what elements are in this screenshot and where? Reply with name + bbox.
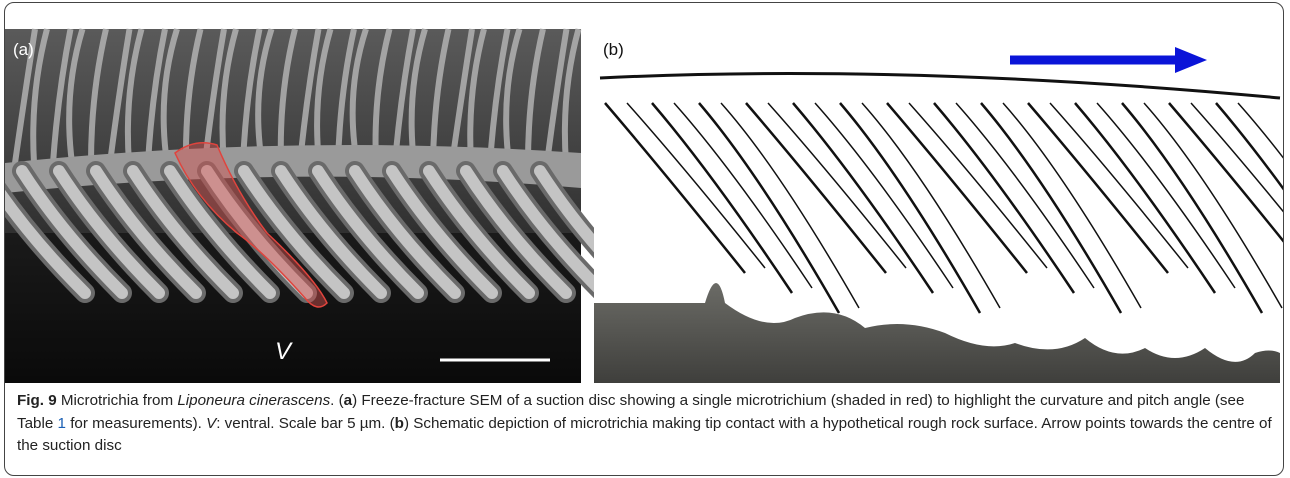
ventral-abbrev: V — [206, 415, 216, 432]
ventral-label: V — [275, 338, 293, 365]
species-name: Liponeura cinerascens — [177, 392, 330, 409]
panel-label: (a) — [13, 40, 34, 59]
microtrichia — [5, 171, 640, 293]
caption-text: . ( — [330, 392, 344, 409]
panel-a: (a) V — [5, 29, 640, 383]
panel-b: (b) — [594, 29, 1284, 383]
figure-number: Fig. 9 — [17, 392, 57, 409]
panel-ref: b — [395, 415, 404, 432]
caption: Fig. 9 Microtrichia from Liponeura ciner… — [17, 390, 1279, 458]
caption-text: : ventral. Scale bar 5 µm. ( — [216, 415, 394, 432]
panels: (a) V (b) — [5, 3, 1284, 388]
caption-text: for measurements). — [66, 415, 206, 432]
figure: (a) V (b) Fig. 9 Microtrichia from Lipon… — [4, 2, 1284, 476]
caption-text: Microtrichia from — [57, 392, 178, 409]
table-link[interactable]: 1 — [58, 415, 66, 432]
panel-label: (b) — [603, 40, 624, 59]
panel-ref: a — [344, 392, 352, 409]
